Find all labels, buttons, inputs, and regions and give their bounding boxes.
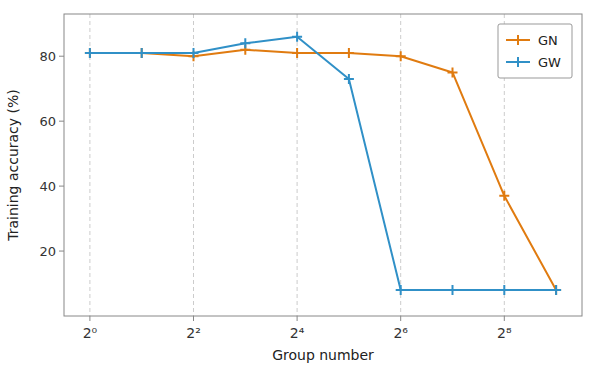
legend-marker (513, 35, 523, 45)
x-tick (400, 316, 401, 321)
x-tick-label: 2⁰ (83, 325, 98, 341)
marker (448, 67, 458, 77)
marker (137, 48, 147, 58)
x-tick-label: 2⁶ (393, 325, 408, 341)
y-axis: 20 40 60 80 (39, 49, 64, 259)
marker (137, 48, 147, 58)
marker (499, 285, 509, 295)
chart: 2⁰ 2² 2⁴ 2⁶ 2⁸ 20 40 60 80 Group number Training a… (0, 0, 596, 370)
marker (499, 191, 509, 201)
marker (240, 38, 250, 48)
marker (292, 32, 302, 42)
grid-line-x (297, 14, 298, 316)
y-tick-label: 40 (39, 179, 56, 194)
marker (292, 48, 302, 58)
legend-marker (513, 57, 523, 67)
grid (90, 14, 504, 316)
marker (344, 48, 354, 58)
legend-box (498, 24, 572, 78)
plot-frame (64, 14, 582, 316)
grid-line-x (89, 14, 90, 316)
marker (448, 285, 458, 295)
y-tick (59, 56, 64, 57)
legend-label: GN (538, 33, 558, 48)
x-tick (504, 316, 505, 321)
x-tick-label: 2⁴ (290, 325, 305, 341)
marker (551, 285, 561, 295)
y-tick (59, 186, 64, 187)
y-axis-label: Training accuracy (%) (5, 89, 21, 242)
marker (551, 285, 561, 295)
legend-label: GW (538, 55, 561, 70)
marker (396, 51, 406, 61)
marker (85, 48, 95, 58)
x-tick (297, 316, 298, 321)
background (0, 0, 596, 370)
marker (189, 48, 199, 58)
plot-area (85, 32, 561, 295)
series (85, 32, 561, 295)
y-tick-label: 20 (39, 244, 56, 259)
series (85, 45, 561, 295)
y-tick-label: 60 (39, 114, 56, 129)
x-tick (193, 316, 194, 321)
x-tick-label: 2⁸ (497, 325, 512, 341)
y-tick-label: 80 (39, 49, 56, 64)
legend: GN GW (498, 24, 572, 78)
marker (85, 48, 95, 58)
line (90, 37, 556, 290)
line (90, 50, 556, 290)
x-tick-label: 2² (186, 325, 201, 341)
marker (396, 285, 406, 295)
x-axis: 2⁰ 2² 2⁴ 2⁶ 2⁸ (83, 316, 512, 341)
marker (344, 74, 354, 84)
y-tick (59, 121, 64, 122)
y-tick (59, 251, 64, 252)
x-tick (89, 316, 90, 321)
x-axis-label: Group number (272, 347, 374, 363)
